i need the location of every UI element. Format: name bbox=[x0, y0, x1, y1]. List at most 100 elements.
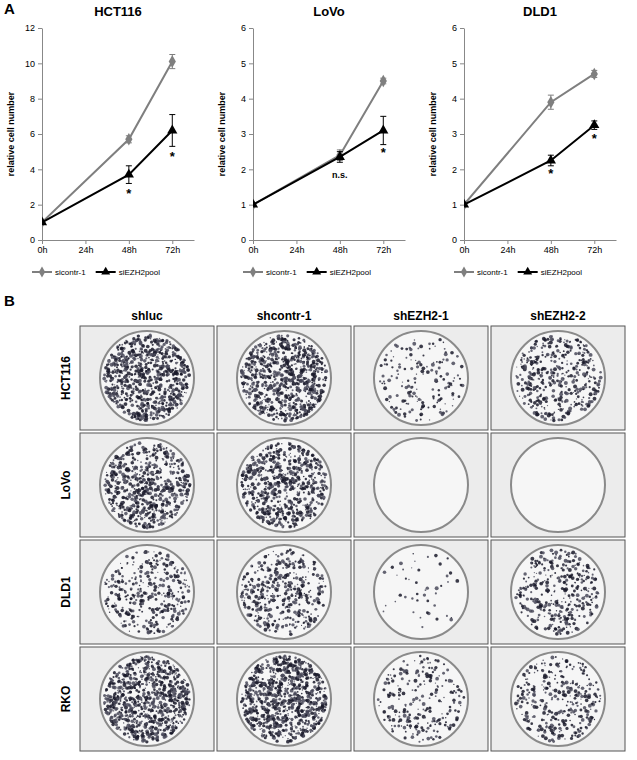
tick-label: 2 bbox=[30, 200, 35, 210]
colony bbox=[273, 414, 274, 415]
series-line bbox=[464, 74, 594, 205]
colony bbox=[146, 354, 148, 356]
colony bbox=[147, 362, 149, 364]
tick: 6 bbox=[30, 129, 42, 139]
colony bbox=[140, 348, 143, 351]
colony bbox=[281, 335, 283, 337]
colony bbox=[264, 377, 266, 379]
colony bbox=[181, 400, 182, 401]
colony bbox=[410, 359, 411, 360]
colony bbox=[261, 411, 264, 414]
colony bbox=[155, 359, 159, 363]
colony bbox=[267, 406, 269, 408]
colony bbox=[124, 402, 128, 406]
colony bbox=[255, 384, 259, 388]
colony bbox=[434, 345, 435, 346]
colony bbox=[259, 373, 262, 376]
marker bbox=[589, 119, 599, 128]
chart: LoVorelative cell number01234560h24h48h7… bbox=[217, 4, 406, 278]
colony bbox=[165, 362, 167, 364]
colony bbox=[411, 395, 413, 397]
colony bbox=[150, 353, 153, 356]
colony bbox=[593, 397, 597, 401]
colony bbox=[156, 364, 159, 367]
colony bbox=[141, 344, 144, 347]
colony bbox=[306, 382, 308, 384]
colony bbox=[421, 404, 425, 408]
colony bbox=[138, 390, 141, 393]
colony bbox=[269, 386, 273, 390]
colony bbox=[116, 347, 118, 349]
colony bbox=[321, 363, 323, 365]
colony bbox=[561, 367, 563, 369]
colony bbox=[251, 382, 255, 386]
colony bbox=[588, 378, 589, 379]
colony bbox=[305, 395, 307, 397]
tick-label: 1 bbox=[241, 200, 246, 210]
colony bbox=[413, 377, 416, 380]
colony bbox=[285, 379, 287, 381]
colony bbox=[318, 367, 321, 370]
tick: 3 bbox=[452, 129, 464, 139]
colony bbox=[293, 377, 294, 378]
colony bbox=[307, 393, 309, 395]
colony bbox=[261, 347, 263, 349]
colony bbox=[442, 358, 444, 360]
colony bbox=[420, 418, 422, 420]
tick: 72h bbox=[587, 240, 602, 255]
colony bbox=[308, 400, 310, 402]
colony bbox=[171, 391, 174, 394]
legend-label: siEZH2pool bbox=[330, 268, 372, 277]
colony bbox=[278, 418, 280, 420]
colony bbox=[130, 373, 133, 376]
colony bbox=[412, 392, 416, 396]
dish-image bbox=[354, 326, 488, 430]
colony bbox=[254, 394, 256, 396]
colony bbox=[305, 378, 307, 380]
series-line bbox=[464, 125, 594, 205]
legend-marker bbox=[312, 267, 321, 275]
colony bbox=[127, 351, 131, 355]
tick-label: 5 bbox=[452, 59, 457, 69]
colony bbox=[153, 339, 157, 343]
colony bbox=[264, 345, 265, 346]
colony bbox=[114, 386, 116, 388]
colony bbox=[131, 399, 133, 401]
colony bbox=[159, 338, 160, 339]
colony bbox=[138, 379, 142, 383]
colony bbox=[397, 373, 399, 375]
colony bbox=[411, 408, 414, 411]
colony bbox=[457, 374, 459, 376]
colony bbox=[256, 381, 259, 384]
colony bbox=[269, 354, 270, 355]
colony bbox=[310, 392, 312, 394]
colony bbox=[300, 366, 301, 367]
colony bbox=[252, 360, 254, 362]
colony bbox=[379, 380, 381, 382]
colony bbox=[172, 404, 174, 406]
colony bbox=[307, 354, 308, 355]
colony bbox=[153, 401, 156, 404]
tick-label: 8 bbox=[30, 94, 35, 104]
colony bbox=[185, 392, 186, 393]
colony bbox=[268, 370, 271, 373]
colony bbox=[289, 402, 290, 403]
colony bbox=[151, 348, 154, 351]
colony bbox=[150, 359, 151, 360]
colony bbox=[131, 416, 134, 419]
tick: 4 bbox=[452, 94, 464, 104]
colony bbox=[165, 405, 167, 407]
colony bbox=[405, 386, 409, 390]
colony bbox=[302, 414, 305, 417]
tick-label: 4 bbox=[452, 94, 457, 104]
colony bbox=[401, 347, 404, 350]
tick-label: 0h bbox=[248, 245, 258, 255]
colony bbox=[277, 348, 279, 350]
colony bbox=[293, 343, 297, 347]
colony bbox=[395, 377, 398, 380]
colony bbox=[291, 406, 294, 409]
colony bbox=[267, 363, 268, 364]
tick: 5 bbox=[452, 59, 464, 69]
colony bbox=[173, 397, 175, 399]
chart-title: LoVo bbox=[313, 4, 345, 19]
